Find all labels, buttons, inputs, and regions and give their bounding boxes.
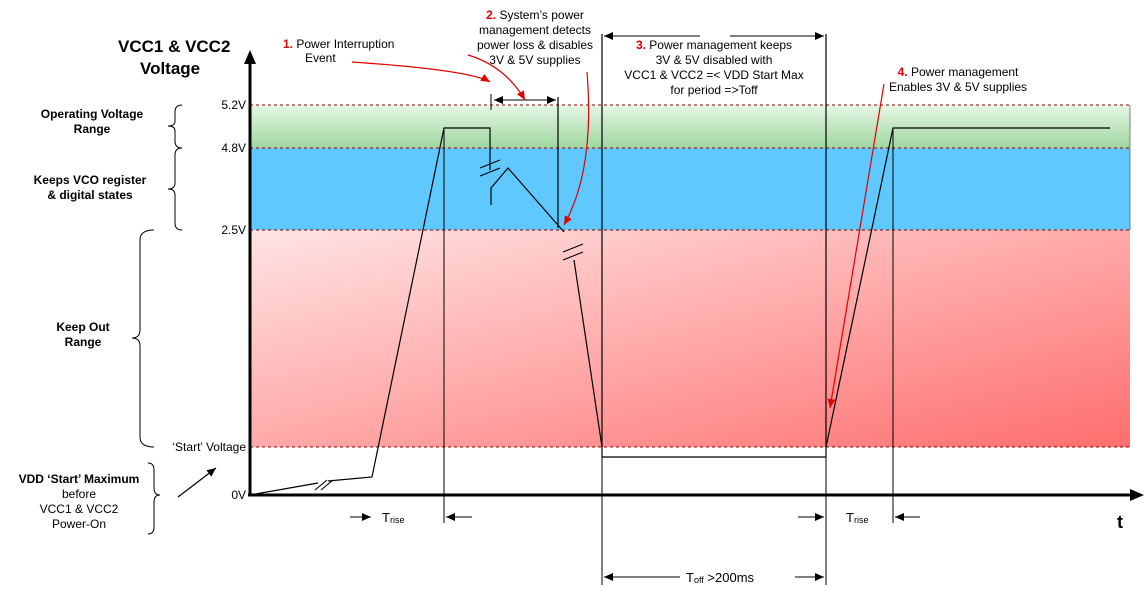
annotation-4-number: 4. <box>898 65 908 79</box>
detection-interval <box>490 94 556 110</box>
annotation-2-line1: 2. System’s power <box>486 8 584 22</box>
keep-out-band <box>250 230 1130 447</box>
region-vdd-line4: Power-On <box>52 517 106 531</box>
region-vdd-line1: VDD ‘Start’ Maximum <box>19 472 140 486</box>
trise-second: Trise <box>798 130 920 525</box>
region-keepout-label: Keep Out Range <box>56 320 109 349</box>
annotation-4: 4. Power management Enables 3V & 5V supp… <box>889 65 1027 94</box>
annotation-arrows <box>351 54 885 409</box>
region-vdd-line3: VCC1 & VCC2 <box>40 502 119 516</box>
x-axis-arrowhead <box>1130 489 1144 501</box>
level-label-4v8: 4.8V <box>221 141 246 155</box>
annotation-2-number: 2. <box>486 8 496 22</box>
region-operating-line2: Range <box>74 122 111 136</box>
vco-register-band <box>250 148 1130 230</box>
annotation-1-line2: Event <box>305 51 336 65</box>
trise-second-label: Trise <box>846 510 868 525</box>
region-vdd-label: VDD ‘Start’ Maximum before VCC1 & VCC2 P… <box>19 472 140 531</box>
y-axis-arrowhead <box>244 50 256 64</box>
annotation-3-line1: 3. Power management keeps <box>636 38 792 52</box>
vdd-pointer-arrow <box>177 467 217 498</box>
region-vco-line2: & digital states <box>47 188 133 202</box>
level-label-start: ‘Start’ Voltage <box>172 440 246 454</box>
annotation-3-line2: 3V & 5V disabled with <box>656 53 773 67</box>
annotation-1: 1. Power Interruption Event <box>283 37 394 65</box>
y-axis-title-line1: VCC1 & VCC2 <box>118 37 230 56</box>
region-vco-label: Keeps VCO register & digital states <box>34 173 147 202</box>
annotation-3-number: 3. <box>636 38 646 52</box>
region-operating-line1: Operating Voltage <box>41 107 144 121</box>
region-vdd-line2: before <box>62 487 96 501</box>
operating-voltage-band <box>250 105 1130 148</box>
x-axis-label: t <box>1117 512 1123 532</box>
region-keepout-line2: Range <box>65 335 102 349</box>
region-operating-label: Operating Voltage Range <box>41 107 144 136</box>
annotation-2-line3: power loss & disables <box>477 38 593 52</box>
annotation-1-number: 1. <box>283 37 293 51</box>
level-label-2v5: 2.5V <box>221 223 246 237</box>
toff-bottom-interval: Toff >200ms <box>601 447 827 585</box>
annotation-3-line3: VCC1 & VCC2 =< VDD Start Max <box>624 68 803 82</box>
y-axis-title-line2: Voltage <box>140 59 200 78</box>
region-vco-line1: Keeps VCO register <box>34 173 147 187</box>
region-keepout-line1: Keep Out <box>56 320 109 334</box>
trise-first-label: Trise <box>382 510 404 525</box>
annotation-4-text1: Power management <box>911 65 1019 79</box>
annotation-2-line2: management detects <box>479 23 591 37</box>
annotation-2-text1: System’s power <box>499 8 583 22</box>
annotation-1-text1: Power Interruption <box>296 37 394 51</box>
annotation-3: 3. Power management keeps 3V & 5V disabl… <box>624 38 803 97</box>
toff-label: Toff >200ms <box>686 570 755 585</box>
level-lines <box>250 104 1130 448</box>
region-braces <box>131 104 183 535</box>
level-label-5v2: 5.2V <box>221 98 246 112</box>
annotation-3-line4: for period =>Toff <box>670 83 758 97</box>
annotation-2: 2. System’s power management detects pow… <box>477 8 593 67</box>
annotation-3-text1: Power management keeps <box>649 38 792 52</box>
annotation-2-line4: 3V & 5V supplies <box>489 53 580 67</box>
annotation-4-line2: Enables 3V & 5V supplies <box>889 80 1027 94</box>
level-label-0v: 0V <box>231 488 246 502</box>
annotation-4-line1: 4. Power management <box>898 65 1019 79</box>
trise-first: Trise <box>350 130 472 525</box>
annotation-1-line1: 1. Power Interruption <box>283 37 394 51</box>
